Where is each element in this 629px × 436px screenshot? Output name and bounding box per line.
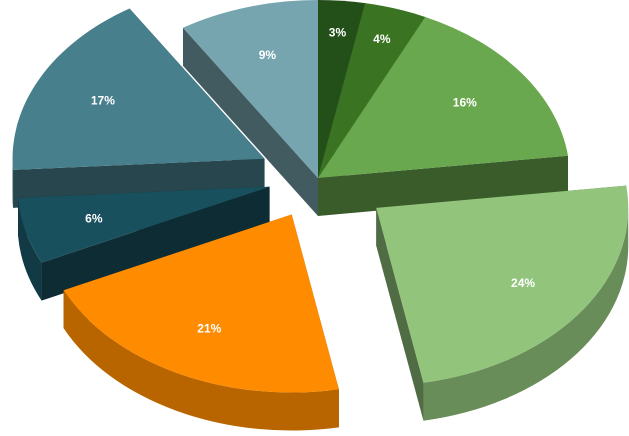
pie-slice-outer-face bbox=[63, 290, 339, 431]
slice-label-5: 6% bbox=[85, 212, 103, 226]
slice-label-2: 16% bbox=[453, 96, 477, 110]
pie-slice-0 bbox=[318, 0, 366, 178]
pie-slice-radial-face bbox=[41, 186, 270, 301]
pie-slice-6 bbox=[12, 8, 265, 170]
slice-label-4: 21% bbox=[197, 322, 221, 336]
pie-slice-outer-face bbox=[423, 207, 629, 421]
slice-label-0: 3% bbox=[329, 26, 347, 40]
pie-slice-radial-face bbox=[182, 27, 318, 217]
pie-slice-1 bbox=[318, 3, 426, 179]
slice-label-6: 17% bbox=[91, 94, 115, 108]
pie-slice-4 bbox=[63, 214, 339, 393]
slice-label-1: 4% bbox=[373, 32, 391, 46]
pie-slice-2 bbox=[318, 16, 569, 179]
pie-slice-3 bbox=[376, 185, 629, 383]
pie-slice-radial-face bbox=[376, 207, 424, 421]
pie-slice-radial-face bbox=[318, 155, 569, 216]
pie-slice-7 bbox=[182, 0, 318, 178]
pie-labels: 3% 4% 16% 24% 21% 6% 17% 9% bbox=[85, 26, 535, 336]
pie-slice-outer-face bbox=[18, 197, 42, 301]
slice-label-3: 24% bbox=[511, 276, 535, 290]
slice-label-7: 9% bbox=[259, 48, 277, 62]
pie-tops bbox=[12, 0, 629, 393]
pie-slice-5 bbox=[18, 186, 270, 263]
